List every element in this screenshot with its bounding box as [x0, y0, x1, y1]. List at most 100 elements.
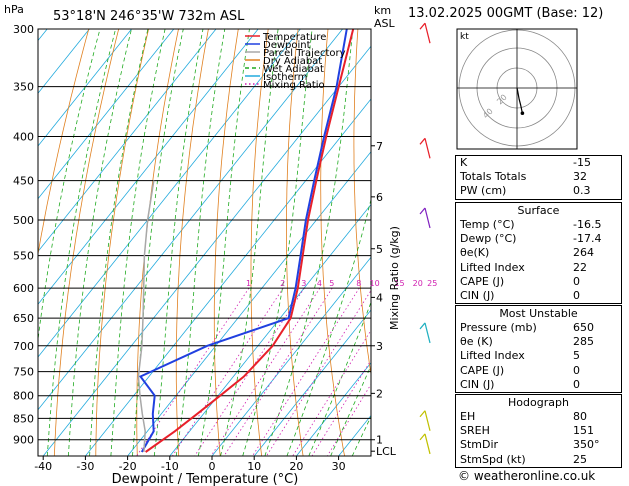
pressure-tick-label: 800: [13, 390, 34, 403]
wet-adiabat: [67, 29, 132, 456]
km-tick-label: 5: [376, 243, 383, 256]
isotherm-line: [38, 29, 259, 305]
hodograph-storm-motion-point: [520, 111, 525, 115]
isotherm-line: [253, 309, 371, 456]
km-tick-label: LCL: [376, 445, 397, 458]
isotherm-line: [296, 362, 371, 456]
mixing-ratio-line: [194, 287, 305, 456]
hodograph-value: 25: [573, 452, 587, 466]
plot-area: [38, 29, 371, 456]
temperature-tick-label: 0: [209, 460, 216, 473]
wind-barb: [424, 23, 431, 44]
datetime-label: 13.02.2025 00GMT (Base: 12): [408, 6, 604, 21]
surface-row: θe(K) 264: [456, 246, 621, 260]
dry-adiabat: [136, 29, 179, 456]
surface-value: 22: [573, 260, 587, 274]
pressure-tick-label: 500: [13, 214, 34, 227]
temperature-tick-label: -20: [119, 460, 137, 473]
temperature-tick-label: -30: [76, 460, 94, 473]
hodograph-label: SREH: [460, 424, 490, 438]
most-unstable-label: θe (K): [460, 335, 493, 349]
most-unstable-row: Lifted Index 5: [456, 349, 621, 363]
wind-barb: [424, 433, 431, 455]
km-axis-label: km: [374, 4, 391, 17]
surface-label: CIN (J): [460, 288, 495, 302]
mixing-ratio-tick-label: 3: [301, 279, 306, 288]
km-tick-label: 7: [376, 140, 383, 153]
surface-title: Surface: [517, 204, 560, 217]
most-unstable-box: Most Unstable Pressure (mb) 650 θe (K) 285 L…: [455, 305, 622, 393]
index-label: K: [460, 156, 468, 169]
surface-row: Lifted Index 22: [456, 261, 621, 275]
pressure-tick-label: 700: [13, 340, 34, 353]
wind-barb-flag: [419, 137, 426, 145]
dry-adiabat: [213, 29, 239, 456]
surface-value: 264: [573, 246, 594, 260]
wind-barb-flag: [419, 410, 426, 418]
surface-row: CAPE (J) 0: [456, 275, 621, 289]
hodograph-box: Hodograph EH 80 SREH 151 StmDir 350° StmSpd (k…: [455, 394, 622, 468]
mixing-ratio-line: [172, 287, 284, 456]
surface-label: Dewp (°C): [460, 232, 517, 246]
pressure-tick-label: 750: [13, 366, 34, 379]
hodograph-value: 80: [573, 410, 587, 423]
most-unstable-value: 5: [573, 349, 580, 363]
index-value: 32: [573, 170, 587, 184]
wet-adiabat: [38, 29, 101, 343]
isotherm-line: [38, 29, 217, 253]
legend-label: Wet Adiabat: [263, 64, 324, 75]
hodograph-row: StmDir 350°: [456, 438, 621, 452]
temperature-tick-label: -40: [34, 460, 52, 473]
wet-adiabat: [264, 29, 354, 456]
surface-label: θe(K): [460, 246, 490, 260]
pressure-axis-label: hPa: [4, 3, 24, 16]
surface-row: Dewp (°C) -17.4: [456, 232, 621, 246]
dry-adiabat: [38, 29, 90, 257]
surface-label: Temp (°C): [460, 218, 515, 231]
dry-adiabat: [53, 29, 120, 456]
dry-adiabat: [353, 29, 371, 378]
mixing-ratio-tick-label: 25: [427, 279, 437, 288]
wind-barb: [424, 138, 431, 159]
mixing-ratio-line: [266, 289, 371, 456]
wet-adiabat: [46, 29, 116, 456]
mixing-ratio-tick-label: 1: [246, 279, 251, 288]
legend-label: Isotherm: [263, 72, 307, 83]
legend-label: Temperature: [262, 32, 326, 43]
mixing-ratio-line: [136, 287, 250, 456]
temperature-tick-label: 20: [289, 460, 303, 473]
wet-adiabat: [132, 29, 184, 456]
isotherm-line: [211, 256, 371, 456]
index-row: Totals Totals 32: [456, 170, 621, 184]
km-tick-label: 2: [376, 387, 383, 400]
temperature-tick-label: -10: [161, 460, 179, 473]
pressure-tick-label: 300: [13, 23, 34, 36]
isotherm-line: [85, 98, 371, 456]
hodograph-value: 350°: [573, 438, 600, 452]
legend-label: Mixing Ratio: [263, 80, 325, 91]
surface-value: -17.4: [573, 232, 602, 246]
most-unstable-row: CAPE (J) 0: [456, 364, 621, 378]
mixing-ratio-tick-label: 2: [280, 279, 285, 288]
dry-adiabat: [95, 29, 149, 456]
mixing-ratio-tick-label: 5: [329, 279, 334, 288]
pressure-tick-label: 600: [13, 282, 34, 295]
dry-adiabat: [320, 29, 345, 456]
mixing-ratio-tick-label: 8: [356, 279, 361, 288]
pressure-tick-label: 900: [13, 434, 34, 447]
isotherm-line: [38, 29, 343, 411]
hodograph-row: SREH 151: [456, 424, 621, 438]
dry-adiabat: [285, 29, 304, 456]
hodograph-value: 151: [573, 424, 594, 438]
pressure-tick-label: 350: [13, 81, 34, 94]
wind-barb-flag: [419, 433, 426, 441]
wet-adiabat: [197, 29, 250, 456]
surface-value: -16.5: [573, 218, 602, 231]
isotherm-line: [127, 151, 371, 456]
temperature-tick-label: 10: [247, 460, 261, 473]
most-unstable-row: CIN (J) 0: [456, 378, 621, 392]
wind-barb: [424, 410, 431, 431]
wind-barb: [424, 207, 431, 229]
hodograph-label: StmDir: [460, 438, 499, 452]
hodograph-row: StmSpd (kt) 25: [456, 453, 621, 467]
